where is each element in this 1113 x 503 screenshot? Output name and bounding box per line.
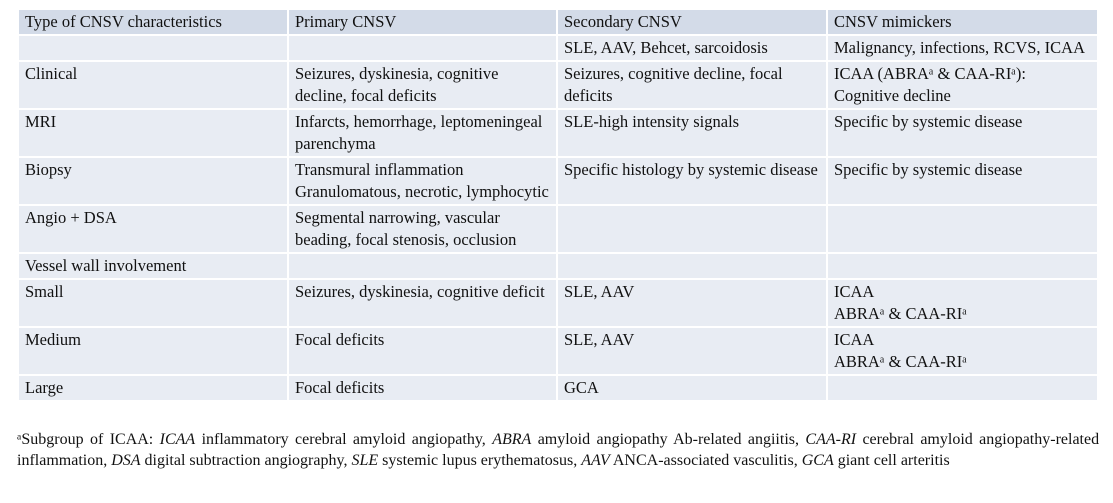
footnote-text: inflammatory cerebral amyloid angiopathy… <box>201 431 486 448</box>
table-cell: SLE, AAV <box>556 278 828 328</box>
table-cell: Segmental narrowing, vascular beading, f… <box>287 204 558 254</box>
table-cell: MRI <box>17 108 289 158</box>
table-row: MRI Infarcts, hemorrhage, leptomeningeal … <box>17 108 1099 158</box>
table-cell: Seizures, dyskinesia, cognitive decline,… <box>287 60 558 110</box>
table-cell: Clinical <box>17 60 289 110</box>
header-cell: Secondary CNSV <box>556 8 828 36</box>
table-cell <box>826 252 1099 280</box>
footnote-text: systemic lupus erythematosus, <box>382 452 578 469</box>
footnote-abbr: CAA-RI <box>805 431 857 448</box>
table-cell: Malignancy, infections, RCVS, ICAA <box>826 34 1099 62</box>
footnote-abbr: ICAA <box>159 431 196 448</box>
table-cell: Seizures, cognitive decline, focal defic… <box>556 60 828 110</box>
table-cell: ICAA (ABRAᵃ & CAA-RIᵃ): Cognitive declin… <box>826 60 1099 110</box>
table-cell: SLE, AAV, Behcet, sarcoidosis <box>556 34 828 62</box>
header-cell: Type of CNSV characteristics <box>17 8 289 36</box>
footnote: ᵃSubgroup of ICAA: ICAA inflammatory cer… <box>17 429 1099 471</box>
table-cell: ICAA ABRAᵃ & CAA-RIᵃ <box>826 326 1099 376</box>
table-row: Clinical Seizures, dyskinesia, cognitive … <box>17 60 1099 110</box>
footnote-abbr: ABRA <box>492 431 532 448</box>
table-row: Small Seizures, dyskinesia, cognitive def… <box>17 278 1099 328</box>
footnote-text: ANCA-associated vasculitis, <box>612 452 798 469</box>
table-cell: Small <box>17 278 289 328</box>
table-row: Medium Focal deficits SLE, AAV ICAA ABRAᵃ &… <box>17 326 1099 376</box>
footnote-abbr: DSA <box>111 452 141 469</box>
table-cell <box>826 374 1099 402</box>
table-cell: Focal deficits <box>287 326 558 376</box>
table-cell: Medium <box>17 326 289 376</box>
table-cell <box>17 34 289 62</box>
table-cell: GCA <box>556 374 828 402</box>
table-cell: Large <box>17 374 289 402</box>
footnote-text: cerebral amyloid angiopathy-related infl… <box>17 431 1100 469</box>
table-cell <box>287 34 558 62</box>
table-row: SLE, AAV, Behcet, sarcoidosis Malignancy,… <box>17 34 1099 62</box>
table-cell: ICAA ABRAᵃ & CAA-RIᵃ <box>826 278 1099 328</box>
footnote-text: amyloid angiopathy Ab-related angiitis, <box>537 431 799 448</box>
table-cell: Specific by systemic disease <box>826 156 1099 206</box>
footnote-abbr: AAV <box>581 452 610 469</box>
footnote-abbr: SLE <box>351 452 379 469</box>
table-row: Large Focal deficits GCA <box>17 374 1099 402</box>
table-cell: Transmural inflammation Granulomatous, n… <box>287 156 558 206</box>
table-cell: Angio + DSA <box>17 204 289 254</box>
footnote-text: giant cell arteritis <box>837 452 950 469</box>
table-cell: SLE, AAV <box>556 326 828 376</box>
table-cell: Specific histology by systemic disease <box>556 156 828 206</box>
table-cell <box>826 204 1099 254</box>
table-cell <box>556 204 828 254</box>
footnote-lead: ᵃSubgroup of ICAA: <box>17 431 154 448</box>
table-body: SLE, AAV, Behcet, sarcoidosis Malignancy,… <box>17 34 1099 402</box>
table: Type of CNSV characteristics Primary CNSV… <box>17 8 1099 402</box>
table-cell: Focal deficits <box>287 374 558 402</box>
table-row: Vessel wall involvement <box>17 252 1099 280</box>
footnote-abbr: GCA <box>801 452 834 469</box>
table-cell: SLE-high intensity signals <box>556 108 828 158</box>
table-cell: Specific by systemic disease <box>826 108 1099 158</box>
table-cell <box>556 252 828 280</box>
table-cell: Vessel wall involvement <box>17 252 289 280</box>
table-row: Biopsy Transmural inflammation Granulomat… <box>17 156 1099 206</box>
table-cell: Biopsy <box>17 156 289 206</box>
table-cell: Infarcts, hemorrhage, leptomeningeal par… <box>287 108 558 158</box>
header-cell: CNSV mimickers <box>826 8 1099 36</box>
table-cell: Seizures, dyskinesia, cognitive deficit <box>287 278 558 328</box>
header-cell: Primary CNSV <box>287 8 558 36</box>
table-wrap: Type of CNSV characteristics Primary CNSV… <box>17 8 1099 402</box>
table-row: Angio + DSA Segmental narrowing, vascular… <box>17 204 1099 254</box>
footnote-text: digital subtraction angiography, <box>144 452 348 469</box>
header-row: Type of CNSV characteristics Primary CNSV… <box>17 8 1099 36</box>
table-cell <box>287 252 558 280</box>
